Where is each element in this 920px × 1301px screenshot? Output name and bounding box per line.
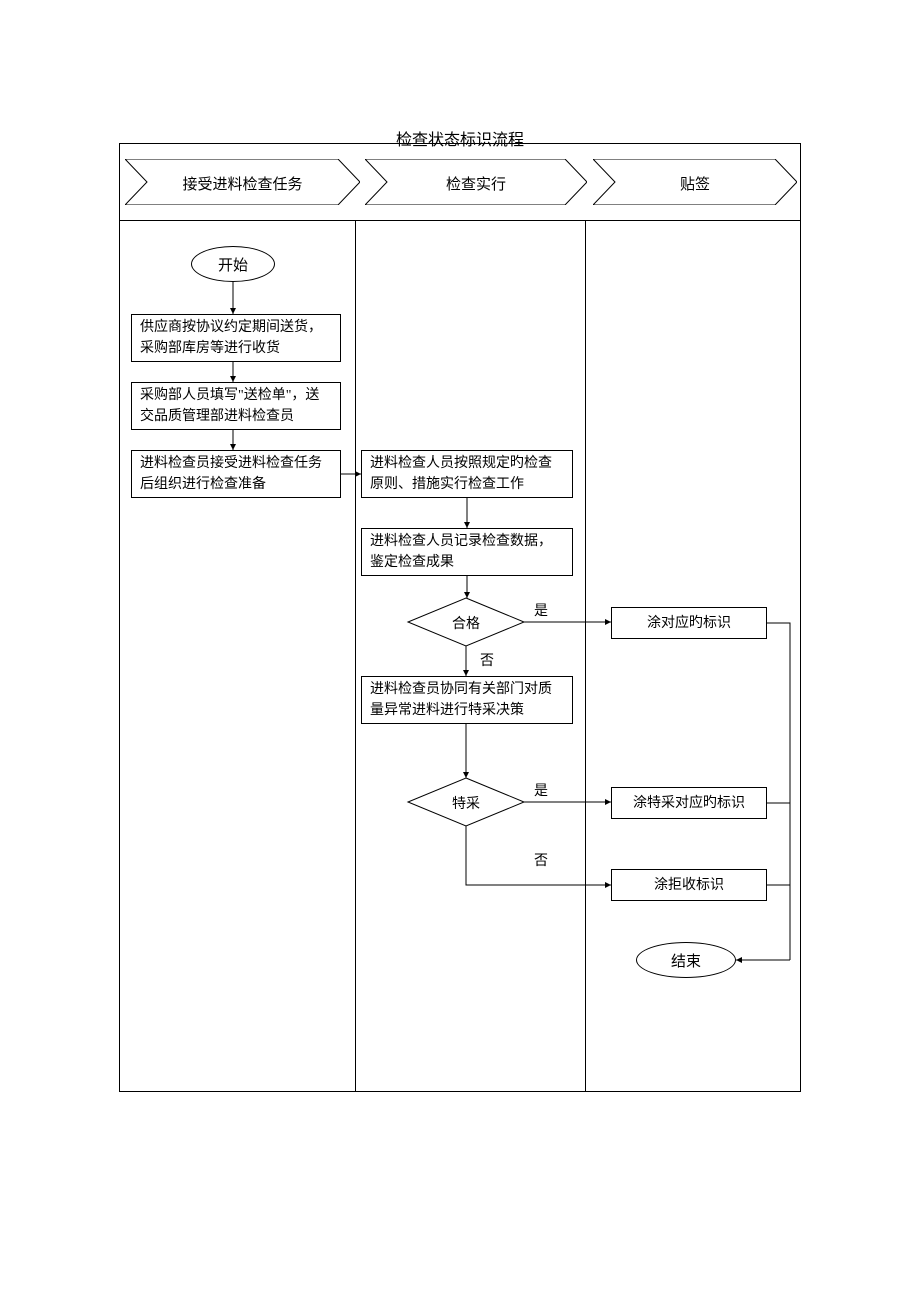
connectors	[0, 0, 920, 1301]
